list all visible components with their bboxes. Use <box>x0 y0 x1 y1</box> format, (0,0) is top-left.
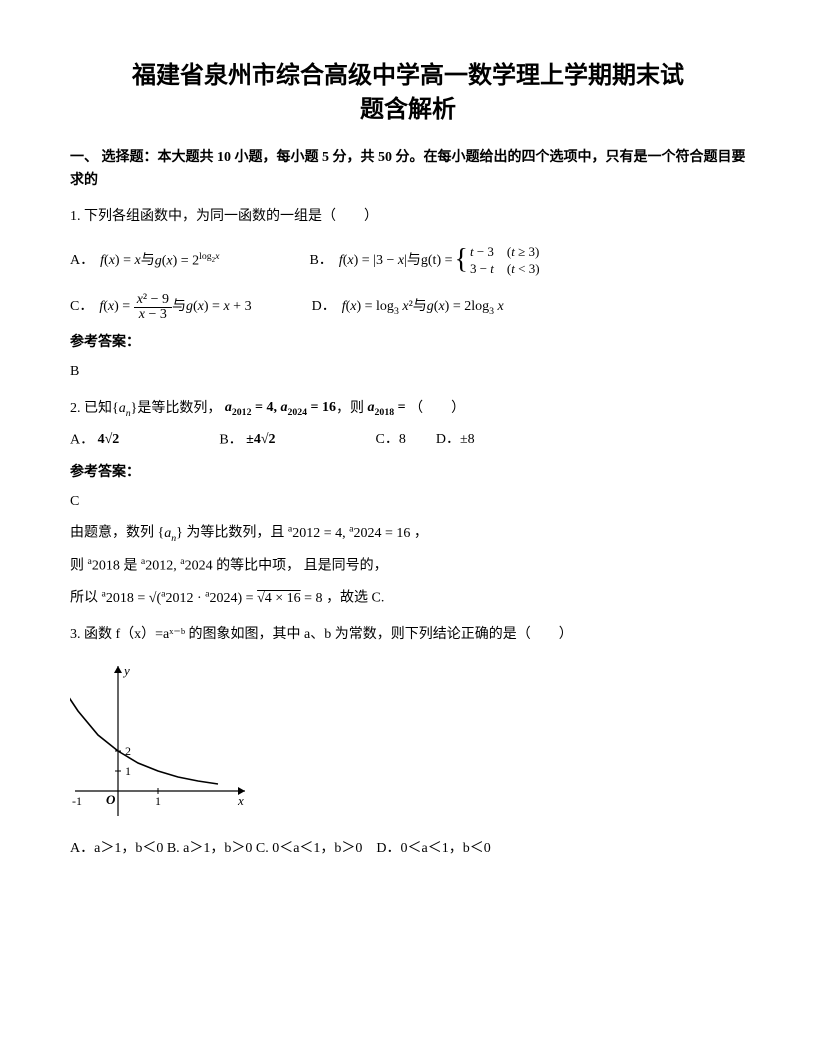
q3-stem: 3. 函数 f（x）=aˣ⁻ᵇ 的图象如图，其中 a、b 为常数，则下列结论正确… <box>70 624 746 646</box>
q1-answer: B <box>70 361 746 383</box>
q1-optA-join: 与 <box>141 250 155 272</box>
page-title: 福建省泉州市综合高级中学高一数学理上学期期末试 题含解析 <box>70 60 746 127</box>
q2-optB-label: B． <box>219 433 242 448</box>
svg-text:O: O <box>106 792 116 807</box>
svg-text:x: x <box>237 793 244 808</box>
question-3: 3. 函数 f（x）=aˣ⁻ᵇ 的图象如图，其中 a、b 为常数，则下列结论正确… <box>70 624 746 860</box>
q3-options: A．a＞1，b＜0 B. a＞1，b＞0 C. 0＜a＜1，b＞0 D．0＜a＜… <box>70 838 746 860</box>
question-1: 1. 下列各组函数中，为同一函数的一组是（ ） A． f(x) = x 与 g(… <box>70 206 746 383</box>
q2-stem-pre: 2. 已知{ <box>70 401 119 416</box>
q1-optB-g-prefix: g(t) = <box>421 250 453 272</box>
q2-stem-then: ，则 <box>336 401 368 416</box>
q2-option-b: B． ±4√2 <box>219 429 275 452</box>
q2-exp3-calc: a2018 = √(a2012 · a2024) = √4 × 16 = 8 <box>102 591 323 606</box>
q1-optB-g-top: t − 3 (t ≥ 3) <box>470 244 540 261</box>
q2-stem: 2. 已知{an}是等比数列， a2012 = 4, a2024 = 16，则 … <box>70 397 746 421</box>
q1-optD-g: g(x) = 2log3 x <box>427 296 504 319</box>
q1-option-b: B． f(x) = |3 − x| 与 g(t) = { t − 3 (t ≥ … <box>309 238 539 283</box>
q2-optB-val: ±4√2 <box>246 429 275 451</box>
q1-optB-g-bot: 3 − t (t < 3) <box>470 261 540 278</box>
q2-ask: a2018 = <box>368 397 406 420</box>
q1-optD-label: D． <box>312 296 336 318</box>
q1-optB-piecewise: t − 3 (t ≥ 3) 3 − t (t < 3) <box>470 244 540 278</box>
section-header: 一、 选择题：本大题共 10 小题，每小题 5 分，共 50 分。在每小题给出的… <box>70 147 746 192</box>
q2-exp1-pre: 由题意，数列 <box>70 526 158 541</box>
q2-exp1-cond: a2012 = 4, a2024 = 16 <box>288 526 411 541</box>
q2-options: A． 4√2 B． ±4√2 C．8 D．±8 <box>70 429 746 452</box>
svg-text:y: y <box>122 663 130 678</box>
q1-optA-f: f(x) = x <box>100 250 141 272</box>
q1-optD-f: f(x) = log3 x² <box>342 296 413 319</box>
q1-optD-join: 与 <box>413 296 427 318</box>
q1-stem: 1. 下列各组函数中，为同一函数的一组是（ ） <box>70 206 746 228</box>
q1-options-row1: A． f(x) = x 与 g(x) = 2log2x B． f(x) = |3… <box>70 238 746 283</box>
q2-exp3-pre: 所以 <box>70 591 102 606</box>
question-2: 2. 已知{an}是等比数列， a2012 = 4, a2024 = 16，则 … <box>70 397 746 610</box>
q1-optB-label: B． <box>309 250 332 272</box>
svg-text:1: 1 <box>125 764 131 778</box>
q2-exp3-end: ，故选 C. <box>326 591 384 606</box>
q3-graph: yxO121-1 <box>70 661 746 824</box>
q2-option-d: D．±8 <box>436 429 475 452</box>
title-line1: 福建省泉州市综合高级中学高一数学理上学期期末试 <box>70 60 746 94</box>
q2-exp3: 所以 a2018 = √(a2012 · a2024) = √4 × 16 = … <box>70 586 746 610</box>
q2-exp1: 由题意，数列 {an} 为等比数列，且 a2012 = 4, a2024 = 1… <box>70 521 746 546</box>
q3-graph-svg: yxO121-1 <box>70 661 250 816</box>
q1-optC-f: f(x) = x² − 9 x − 3 <box>99 293 172 322</box>
q1-optB-join: 与 <box>407 250 421 272</box>
q2-answer: C <box>70 491 746 513</box>
q2-optA-label: A． <box>70 433 94 448</box>
title-line2: 题含解析 <box>70 94 746 128</box>
q2-answer-label: 参考答案： <box>70 462 746 484</box>
q2-stem-mid: }是等比数列， <box>131 401 222 416</box>
q1-option-a: A． f(x) = x 与 g(x) = 2log2x <box>70 249 219 273</box>
q1-optC-g: g(x) = x + 3 <box>186 296 252 318</box>
q1-optC-den: x − 3 <box>136 308 170 322</box>
q1-optC-join: 与 <box>172 296 186 318</box>
q2-exp1-an: {an} <box>158 526 183 541</box>
svg-text:1: 1 <box>155 794 161 808</box>
q1-optB-g: g(t) = { t − 3 (t ≥ 3) 3 − t (t < 3) <box>421 238 540 283</box>
q1-options-row2: C． f(x) = x² − 9 x − 3 与 g(x) = x + 3 D．… <box>70 293 746 322</box>
q1-optC-label: C． <box>70 296 93 318</box>
q1-answer-label: 参考答案： <box>70 332 746 354</box>
q2-optA-val: 4√2 <box>98 429 120 451</box>
q2-exp1-end: ， <box>414 526 428 541</box>
q2-exp2: 则 a2018 是 a2012, a2024 的等比中项， 且是同号的， <box>70 554 746 578</box>
q2-stem-paren: （ ） <box>409 401 465 416</box>
q2-cond: a2012 = 4, a2024 = 16 <box>225 397 336 420</box>
q1-optB-f: f(x) = |3 − x| <box>339 250 407 272</box>
q1-option-d: D． f(x) = log3 x² 与 g(x) = 2log3 x <box>312 296 504 319</box>
q1-optC-num: x² − 9 <box>134 293 172 308</box>
q2-option-a: A． 4√2 <box>70 429 119 452</box>
q1-option-c: C． f(x) = x² − 9 x − 3 与 g(x) = x + 3 <box>70 293 252 322</box>
svg-text:-1: -1 <box>72 794 82 808</box>
q1-optA-label: A． <box>70 250 94 272</box>
brace-icon: { <box>455 238 468 283</box>
q2-option-c: C．8 <box>376 429 406 452</box>
q1-optA-g: g(x) = 2log2x <box>155 249 220 273</box>
q2-exp1-mid: 为等比数列，且 <box>186 526 288 541</box>
